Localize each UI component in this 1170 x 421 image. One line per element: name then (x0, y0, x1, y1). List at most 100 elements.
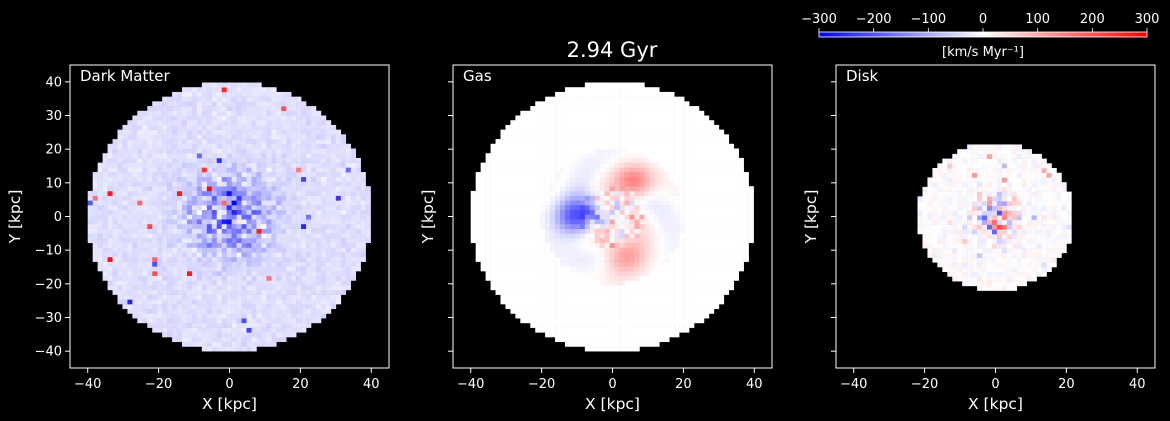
heatmap-cell (301, 139, 307, 145)
heatmap-cell (256, 87, 262, 93)
heatmap-cell (684, 256, 690, 262)
heatmap-cell (330, 148, 337, 154)
heatmap-cell (246, 266, 252, 272)
heatmap-cell (355, 200, 361, 206)
heatmap-cell (276, 337, 282, 343)
heatmap-cell (515, 233, 521, 239)
heatmap-cell (679, 280, 685, 286)
heatmap-cell (241, 294, 247, 300)
heatmap-cell (669, 200, 675, 206)
heatmap-cell (186, 318, 193, 324)
heatmap-cell (604, 238, 610, 244)
heatmap-cell (132, 308, 138, 314)
heatmap-cell (718, 195, 725, 201)
heatmap-cell (584, 346, 591, 352)
heatmap-cell (107, 223, 113, 229)
heatmap-cell (330, 205, 337, 211)
heatmap-cell (674, 285, 680, 291)
heatmap-cell (196, 134, 203, 140)
heatmap-cell (152, 327, 158, 333)
heatmap-cell (689, 308, 695, 314)
heatmap-cell (490, 275, 496, 281)
heatmap-cell (569, 200, 576, 206)
heatmap-cell (172, 313, 178, 319)
heatmap-cell (216, 238, 222, 244)
heatmap-cell (236, 129, 242, 135)
heatmap-cell (281, 209, 287, 215)
heatmap-cell (565, 256, 571, 262)
heatmap-cell (535, 167, 541, 173)
heatmap-cell (107, 252, 113, 258)
heatmap-cell (157, 266, 163, 272)
heatmap-cell (286, 101, 292, 107)
heatmap-cell (649, 304, 655, 310)
heatmap-cell (569, 115, 576, 121)
heatmap-cell (634, 266, 640, 272)
heatmap-cell (157, 223, 163, 229)
heatmap-cell (535, 219, 541, 225)
heatmap-cell (182, 87, 188, 93)
heatmap-cell (345, 242, 352, 248)
heatmap-cell (599, 238, 605, 244)
heatmap-cell (654, 134, 660, 140)
heatmap-cell (330, 134, 337, 140)
heatmap-cell (137, 242, 143, 248)
heatmap-cell (599, 318, 605, 324)
heatmap-cell (241, 139, 247, 145)
heatmap-cell (236, 261, 242, 267)
heatmap-cell (505, 289, 511, 295)
heatmap-cell (186, 101, 193, 107)
heatmap-cell (629, 233, 635, 239)
heatmap-cell (624, 167, 630, 173)
heatmap-cell (147, 275, 153, 281)
heatmap-cell (306, 247, 312, 253)
heatmap-cell (236, 223, 242, 229)
heatmap-cell (186, 228, 193, 234)
heatmap-cell (191, 289, 198, 295)
heatmap-cell (177, 157, 183, 163)
heatmap-cell (579, 115, 586, 121)
heatmap-cell (147, 148, 153, 154)
heatmap-cell (226, 261, 232, 267)
heatmap-cell (182, 91, 188, 97)
heatmap-cell (569, 271, 576, 277)
heatmap-cell (748, 200, 754, 206)
heatmap-cell (510, 252, 516, 258)
heatmap-cell (191, 294, 198, 300)
heatmap-cell (738, 228, 744, 234)
heatmap-cell (201, 271, 208, 277)
heatmap-cell (599, 139, 605, 145)
heatmap-cell (291, 242, 297, 248)
heatmap-cell (703, 289, 710, 295)
heatmap-cell (480, 167, 486, 173)
heatmap-cell (330, 275, 337, 281)
heatmap-cell (286, 176, 292, 182)
heatmap-cell (172, 308, 178, 314)
heatmap-cell (271, 322, 277, 328)
heatmap-cell (624, 294, 630, 300)
heatmap-cell (624, 332, 630, 338)
heatmap-cell (340, 285, 347, 291)
heatmap-cell (619, 247, 625, 253)
heatmap-cell (708, 205, 715, 211)
heatmap-cell (286, 115, 292, 121)
heatmap-cell (545, 294, 551, 300)
heatmap-cell (186, 139, 193, 145)
heatmap-cell (350, 252, 356, 258)
heatmap-cell (565, 115, 571, 121)
heatmap-cell (579, 120, 586, 126)
heatmap-cell (271, 186, 277, 192)
heatmap-cell (177, 172, 183, 178)
heatmap-cell (624, 223, 630, 229)
heatmap-cell (340, 252, 347, 258)
heatmap-cell (211, 337, 218, 343)
heatmap-cell (545, 242, 551, 248)
heatmap-cell (520, 219, 526, 225)
heatmap-cell (291, 120, 297, 126)
heatmap-cell (147, 318, 153, 324)
heatmap-cell (112, 153, 118, 159)
heatmap-cell (276, 219, 282, 225)
heatmap-cell (574, 181, 581, 187)
heatmap-cell (112, 214, 118, 220)
heatmap-cell (172, 238, 178, 244)
